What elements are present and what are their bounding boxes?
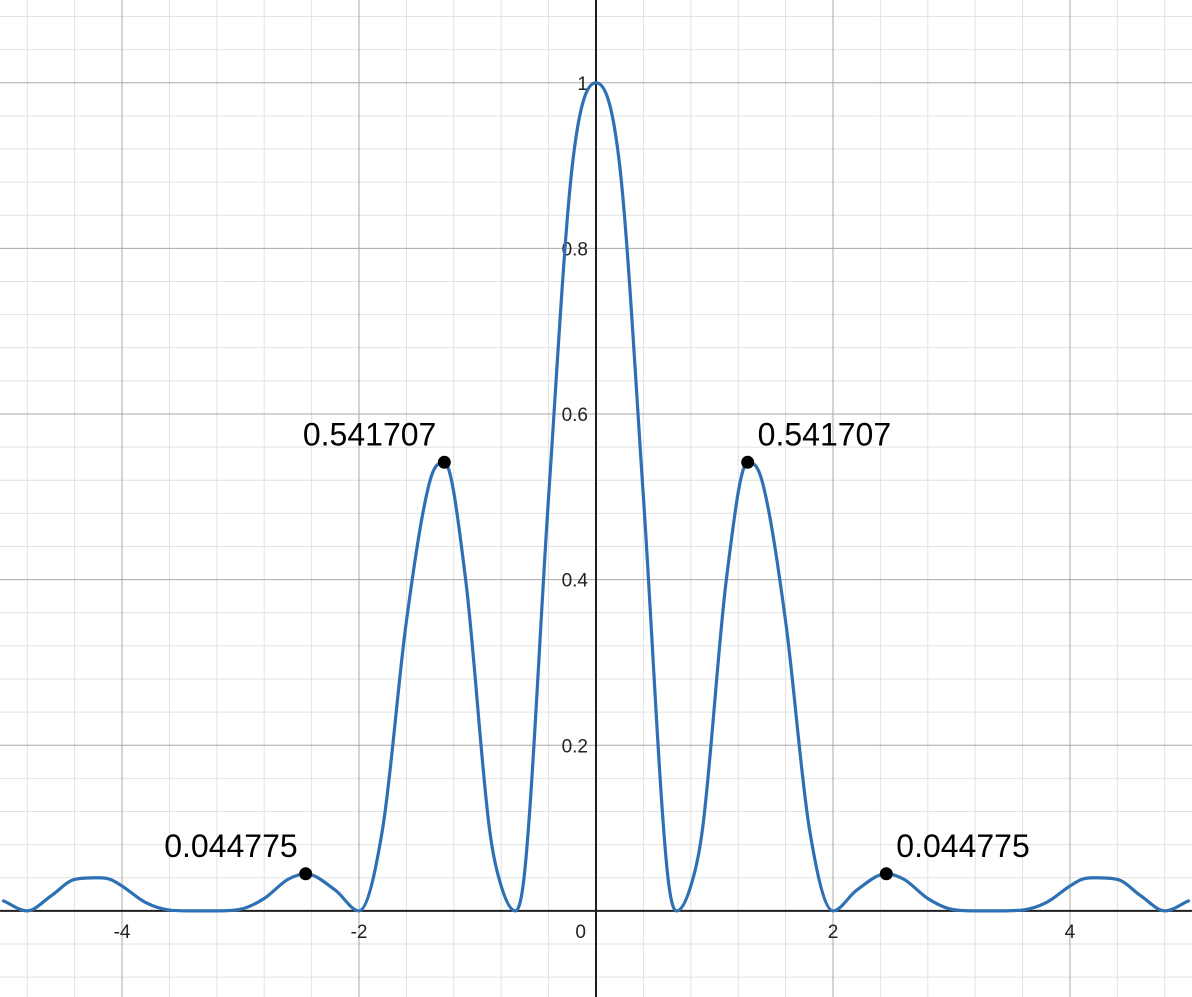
y-axis-tick-labels: 0.2 0.4 0.6 0.8 1 bbox=[562, 74, 589, 757]
point-label: 0.044775 bbox=[164, 828, 297, 864]
x-tick-label: -4 bbox=[114, 922, 131, 943]
point-label: 0.541707 bbox=[303, 416, 436, 452]
y-tick-label: 0.6 bbox=[562, 405, 588, 426]
function-curve[interactable] bbox=[1, 81, 1191, 913]
point-marker bbox=[741, 455, 755, 469]
point-marker bbox=[299, 867, 313, 881]
y-tick-label: 1 bbox=[577, 74, 588, 95]
y-tick-label: 0.2 bbox=[562, 736, 588, 757]
labeled-points: 0.541707 0.541707 0.044775 0.044775 bbox=[164, 416, 1030, 881]
y-tick-label: 0.8 bbox=[562, 239, 588, 260]
x-tick-label: 2 bbox=[828, 922, 839, 943]
x-tick-label: 4 bbox=[1065, 922, 1076, 943]
point-label: 0.541707 bbox=[758, 416, 891, 452]
x-axis-tick-labels: -4 -2 0 2 4 bbox=[114, 922, 1076, 943]
point-marker bbox=[879, 867, 893, 881]
point-marker bbox=[437, 455, 451, 469]
point-label: 0.044775 bbox=[896, 828, 1029, 864]
x-tick-label: 0 bbox=[575, 922, 586, 943]
y-tick-label: 0.4 bbox=[562, 571, 589, 592]
x-tick-label: -2 bbox=[351, 922, 368, 943]
